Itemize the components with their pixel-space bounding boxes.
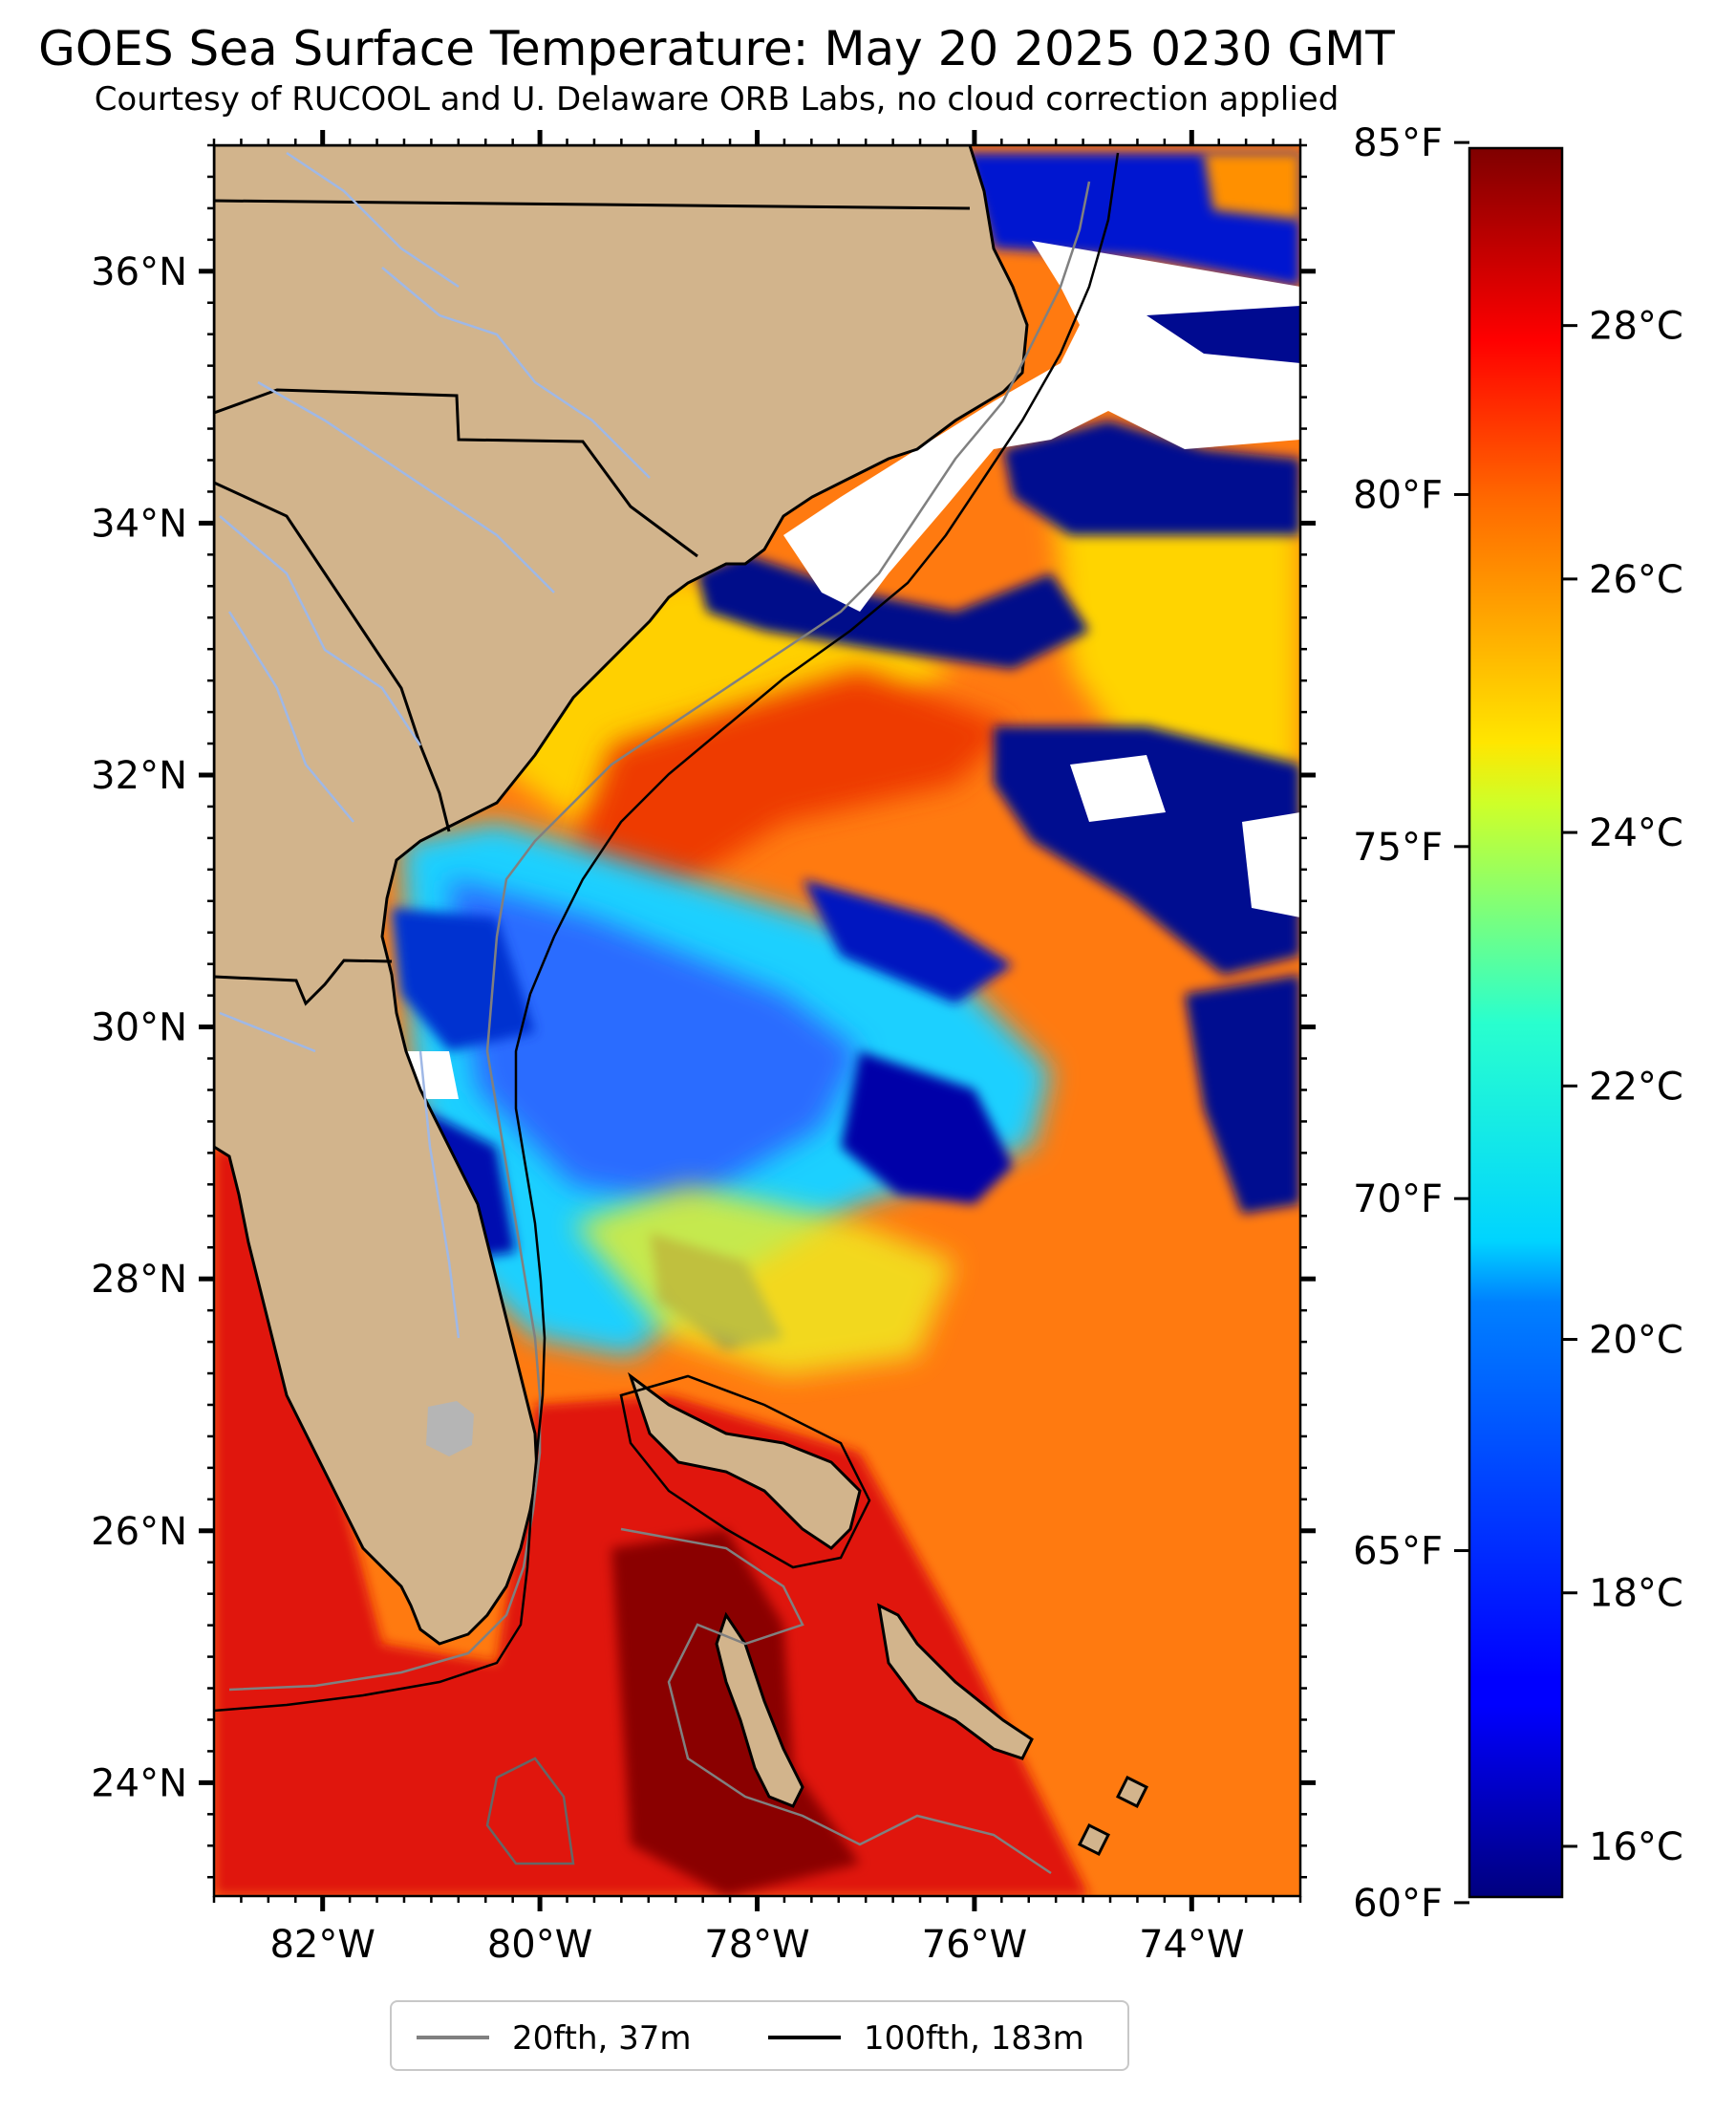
lake-okeechobee: [426, 1401, 474, 1456]
colorbar-fahrenheit-axis: 85°F 80°F 75°F 70°F 65°F 60°F: [1353, 121, 1469, 1926]
lon-tick-label: 74°W: [1139, 1923, 1244, 1967]
colorbar-c-label: 22°C: [1589, 1065, 1683, 1109]
lat-tick-label: 30°N: [91, 1006, 187, 1050]
lon-tick-label: 76°W: [922, 1923, 1027, 1967]
bathymetry-contours: [214, 152, 1120, 1875]
lon-tick-label: 80°W: [487, 1923, 592, 1967]
lat-tick-label: 36°N: [91, 250, 187, 294]
colorbar-f-label: 65°F: [1353, 1530, 1443, 1574]
lat-tick-label: 34°N: [91, 502, 187, 546]
map-subtitle: Courtesy of RUCOOL and U. Delaware ORB L…: [94, 80, 1340, 119]
rivers: [219, 151, 651, 1339]
map-title: GOES Sea Surface Temperature: May 20 202…: [38, 21, 1395, 76]
colorbar-c-label: 26°C: [1589, 558, 1683, 602]
contour-20fth: [228, 181, 1091, 1692]
legend-swatch-100fth: [768, 2036, 841, 2039]
lon-tick-label: 78°W: [704, 1923, 809, 1967]
latitude-labels: 36°N 34°N 32°N 30°N 28°N 26°N 24°N: [91, 250, 187, 1806]
state-borders: [214, 199, 971, 1006]
lat-tick-label: 28°N: [91, 1258, 187, 1302]
map-plot-area: [214, 145, 1300, 1896]
colorbar-c-label: 28°C: [1589, 305, 1683, 349]
colorbar: 85°F 80°F 75°F 70°F 65°F 60°F 28°C 26°C 24°C 22°…: [1353, 121, 1683, 1926]
legend-label-20fth: 20fth, 37m: [512, 2019, 692, 2058]
contour-100fth: [214, 152, 1120, 1713]
sst-field: [214, 153, 1300, 1896]
colorbar-f-label: 60°F: [1353, 1882, 1443, 1926]
colorbar-c-label: 18°C: [1589, 1572, 1683, 1616]
colorbar-c-label: 24°C: [1589, 811, 1683, 855]
lat-tick-label: 24°N: [91, 1761, 187, 1805]
colorbar-c-label: 20°C: [1589, 1319, 1683, 1363]
longitude-labels: 82°W 80°W 78°W 76°W 74°W: [269, 1923, 1244, 1967]
colorbar-gradient: [1468, 146, 1564, 1899]
colorbar-f-label: 75°F: [1353, 826, 1443, 870]
lon-tick-label: 82°W: [269, 1923, 375, 1967]
colorbar-celsius-axis: 28°C 26°C 24°C 22°C 20°C 18°C 16°C: [1562, 305, 1683, 1869]
lat-tick-label: 32°N: [91, 754, 187, 798]
legend: 20fth, 37m 100fth, 183m: [390, 2000, 1129, 2071]
colorbar-f-label: 80°F: [1353, 473, 1443, 517]
legend-label-100fth: 100fth, 183m: [864, 2019, 1084, 2058]
axis-ticks: [199, 130, 1316, 1911]
lat-tick-label: 26°N: [91, 1510, 187, 1554]
legend-swatch-20fth: [417, 2036, 489, 2039]
colorbar-c-label: 16°C: [1589, 1825, 1683, 1869]
land-areas: [214, 145, 1149, 1857]
colorbar-f-label: 70°F: [1353, 1177, 1443, 1221]
colorbar-f-label: 85°F: [1353, 121, 1443, 165]
